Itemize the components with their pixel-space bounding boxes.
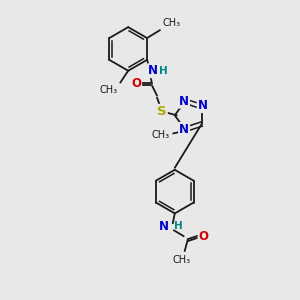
Text: H: H [159, 66, 168, 76]
Text: N: N [159, 220, 169, 233]
Text: H: H [174, 221, 182, 231]
Text: O: O [199, 230, 208, 243]
Text: S: S [157, 105, 167, 118]
Text: N: N [148, 64, 158, 77]
Text: N: N [198, 99, 208, 112]
Text: CH₃: CH₃ [172, 255, 191, 265]
Text: N: N [179, 123, 189, 136]
Text: O: O [131, 77, 141, 90]
Text: CH₃: CH₃ [151, 130, 169, 140]
Text: N: N [179, 95, 189, 108]
Text: CH₃: CH₃ [163, 18, 181, 28]
Text: CH₃: CH₃ [99, 85, 117, 94]
